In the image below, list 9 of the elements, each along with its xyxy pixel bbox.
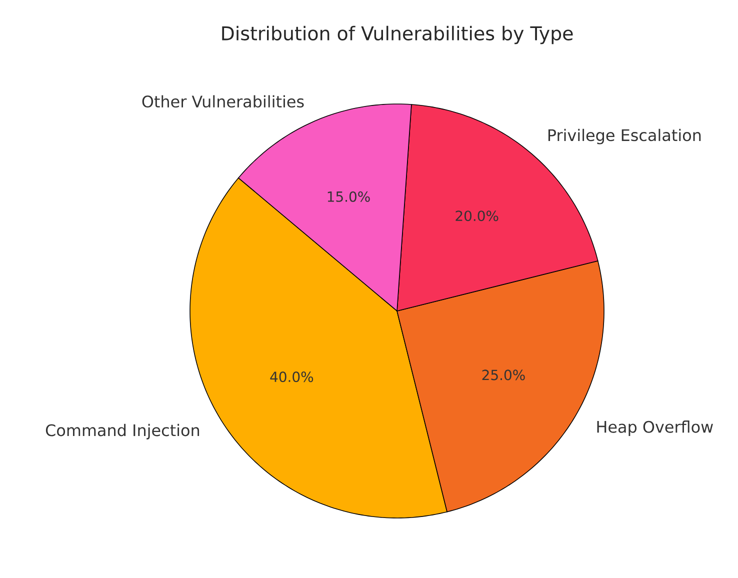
- slice-label: Command Injection: [46, 424, 200, 440]
- data-label: 15.0%: [328, 191, 370, 202]
- slice-label: Other Vulnerabilities: [142, 95, 304, 108]
- data-label: 40.0%: [270, 372, 314, 382]
- chart-title: Distribution of Vulnerabilities by Type: [222, 26, 573, 44]
- slice-label: Heap Overflow: [597, 420, 713, 436]
- data-label: 25.0%: [482, 370, 525, 380]
- data-label: 20.0%: [456, 210, 498, 222]
- slice-label: Privilege Escalation: [548, 128, 701, 144]
